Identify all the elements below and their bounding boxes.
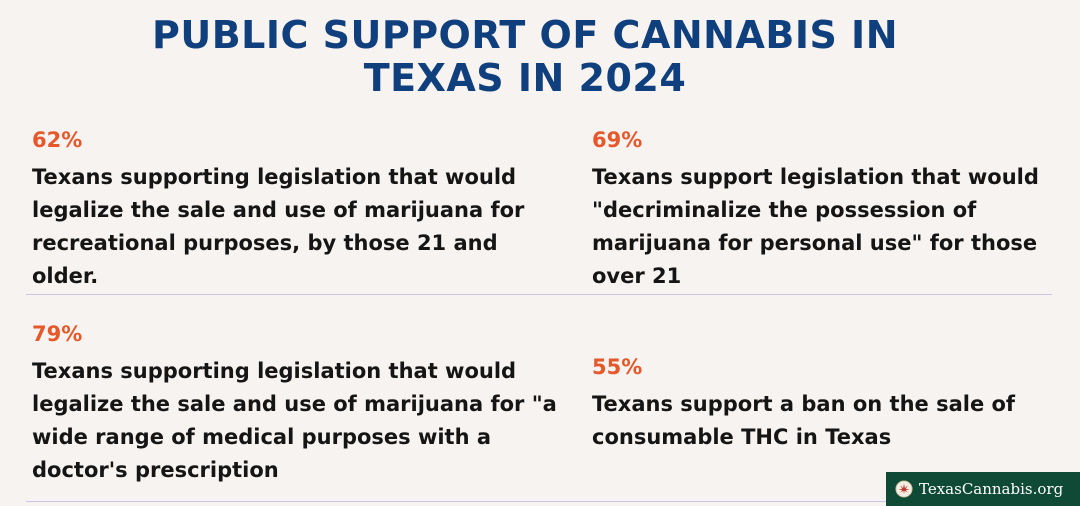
stat-percent: 69%: [592, 128, 643, 152]
stat-percent: 79%: [32, 322, 83, 346]
site-badge[interactable]: TexasCannabis.org: [886, 472, 1080, 506]
stat-description: Texans supporting legislation that would…: [32, 359, 557, 482]
stat-block-medical: 79% Texans supporting legislation that w…: [32, 322, 580, 487]
stat-description: Texans supporting legislation that would…: [32, 165, 525, 288]
stat-percent: 55%: [592, 355, 643, 379]
site-name: TexasCannabis.org: [919, 480, 1064, 498]
cannabis-leaf-seal-icon: [895, 480, 913, 498]
stat-description: Texans support a ban on the sale of cons…: [592, 392, 1016, 449]
section-divider: [26, 294, 1052, 295]
stat-block-decriminalize: 69% Texans support legislation that woul…: [592, 128, 1062, 293]
stat-block-thc-ban: 55% Texans support a ban on the sale of …: [592, 355, 1062, 454]
bottom-divider: [26, 501, 1080, 502]
stat-percent: 62%: [32, 128, 83, 152]
page-title: PUBLIC SUPPORT OF CANNABIS IN TEXAS IN 2…: [0, 14, 1050, 100]
stat-description: Texans support legislation that would "d…: [592, 165, 1039, 288]
page-title-line-1: PUBLIC SUPPORT OF CANNABIS IN: [151, 13, 899, 57]
page-title-line-2: TEXAS IN 2024: [363, 56, 687, 100]
stat-block-recreational: 62% Texans supporting legislation that w…: [32, 128, 562, 293]
